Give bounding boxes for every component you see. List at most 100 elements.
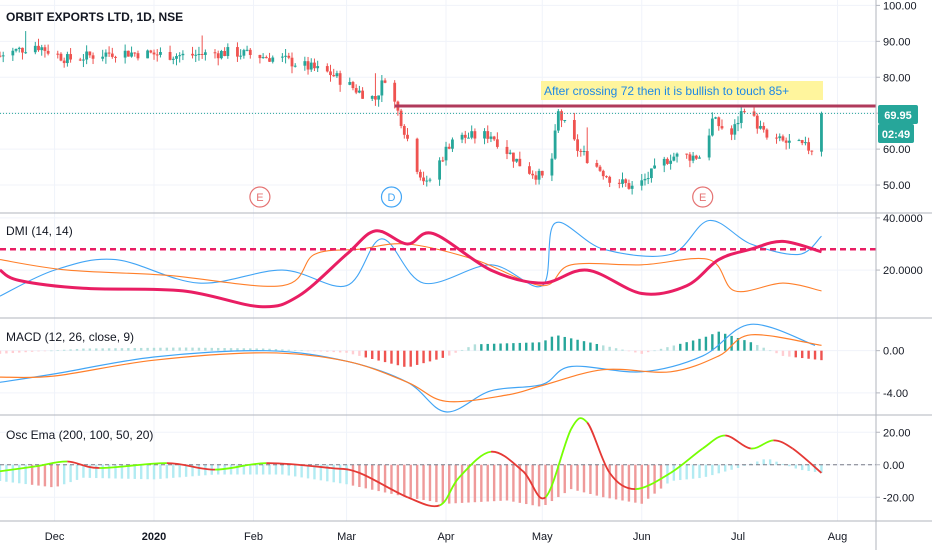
macd-histogram-bar	[43, 350, 47, 352]
osc-histogram-bar	[505, 464, 509, 501]
candle-body	[290, 57, 294, 67]
macd-histogram-bar	[326, 350, 329, 352]
candle-body	[17, 47, 21, 49]
osc-histogram-bar	[326, 464, 329, 482]
candle-body	[621, 179, 624, 184]
candle-body	[178, 55, 182, 57]
dmi-pane[interactable]	[0, 219, 876, 309]
candle-body	[271, 57, 275, 62]
candle-body	[126, 50, 130, 57]
candle-body	[553, 130, 557, 159]
osc-histogram-bar	[602, 464, 605, 498]
candle-body	[40, 47, 44, 51]
macd-histogram-bar	[82, 348, 85, 351]
macd-series-signal	[0, 334, 822, 403]
candle-body	[191, 53, 194, 56]
osc-histogram-bar	[197, 464, 201, 476]
candle-body	[428, 179, 432, 181]
event-marker[interactable]	[692, 186, 714, 208]
osc-histogram-bar	[152, 464, 156, 480]
macd-histogram-bar	[255, 348, 258, 351]
osc-histogram-bar	[608, 464, 611, 499]
candle-body	[104, 52, 108, 57]
macd-histogram-bar	[486, 343, 489, 351]
candle-body	[624, 179, 628, 184]
osc-series-segment	[750, 439, 774, 450]
macd-histogram-bar	[685, 342, 688, 351]
candle-body	[415, 138, 419, 172]
osc-histogram-bar	[807, 464, 810, 472]
osc-histogram-bar	[249, 464, 252, 475]
candle-body	[69, 54, 72, 60]
macd-histogram-bar	[249, 348, 252, 351]
osc-histogram-bar	[319, 464, 323, 481]
osc-histogram-bar	[492, 464, 496, 502]
osc-histogram-bar	[69, 464, 72, 483]
candle-body	[451, 139, 454, 149]
osc-histogram-bar	[525, 464, 528, 505]
osc-histogram-bar	[133, 464, 136, 479]
osc-histogram-bar	[512, 464, 515, 502]
macd-histogram-bar	[563, 336, 566, 351]
candle-body	[110, 53, 114, 57]
osc-histogram-bar	[415, 464, 419, 499]
osc-histogram-bar	[294, 464, 297, 477]
osc-histogram-bar	[11, 464, 15, 483]
candle-body	[370, 96, 374, 99]
candle-body	[220, 50, 223, 59]
macd-histogram-bar	[640, 350, 643, 354]
candle-body	[226, 47, 230, 57]
x-tick-label: Mar	[337, 531, 356, 543]
osc-histogram-bar	[82, 464, 85, 478]
candle-body	[33, 45, 37, 53]
macd-histogram-bar	[730, 335, 733, 351]
osc-series-segment	[166, 462, 215, 471]
osc-histogram-bar	[711, 464, 714, 476]
candle-body	[662, 158, 666, 166]
candle-body	[261, 57, 265, 59]
macd-histogram-bar	[499, 343, 502, 351]
osc-histogram-bar	[820, 464, 823, 473]
annotation-text: After crossing 72 then it is bullish to …	[544, 84, 789, 98]
y-tick-label: 60.00	[883, 144, 911, 156]
osc-histogram-bar	[255, 464, 258, 475]
candle-body	[550, 158, 554, 176]
osc-histogram-bar	[518, 464, 522, 503]
candle-body	[236, 47, 239, 57]
candle-body	[393, 82, 397, 102]
macd-pane[interactable]	[0, 323, 823, 413]
osc-histogram-bar	[576, 464, 579, 491]
candle-body	[21, 47, 24, 53]
annotation-box[interactable]	[541, 81, 823, 100]
osc-histogram-bar	[165, 464, 169, 479]
y-tick-label: 80.00	[883, 72, 911, 84]
macd-histogram-bar	[197, 347, 201, 351]
macd-histogram-bar	[358, 350, 361, 356]
candle-body	[646, 178, 650, 180]
macd-histogram-bar	[679, 343, 682, 351]
macd-histogram-bar	[0, 350, 2, 354]
macd-histogram-bar	[178, 347, 181, 351]
macd-histogram-bar	[788, 350, 791, 357]
macd-histogram-bar	[704, 336, 708, 351]
macd-histogram-bar	[646, 350, 650, 353]
osc-ema-pane[interactable]	[0, 417, 876, 508]
osc-histogram-bar	[422, 464, 425, 500]
macd-histogram-bar	[204, 347, 207, 351]
candle-body	[357, 90, 361, 93]
event-marker[interactable]	[249, 186, 271, 208]
osc-series-segment	[773, 439, 794, 450]
osc-histogram-bar	[499, 464, 502, 501]
osc-histogram-bar	[614, 464, 618, 500]
candle-body	[293, 65, 297, 67]
macd-histogram-bar	[390, 350, 393, 364]
macd-histogram-bar	[672, 345, 676, 351]
event-marker[interactable]	[380, 186, 403, 208]
osc-histogram-bar	[377, 464, 380, 492]
osc-histogram-bar	[107, 464, 111, 479]
candle-body	[14, 48, 18, 51]
osc-histogram-bar	[261, 464, 265, 475]
candle-body	[152, 52, 156, 55]
